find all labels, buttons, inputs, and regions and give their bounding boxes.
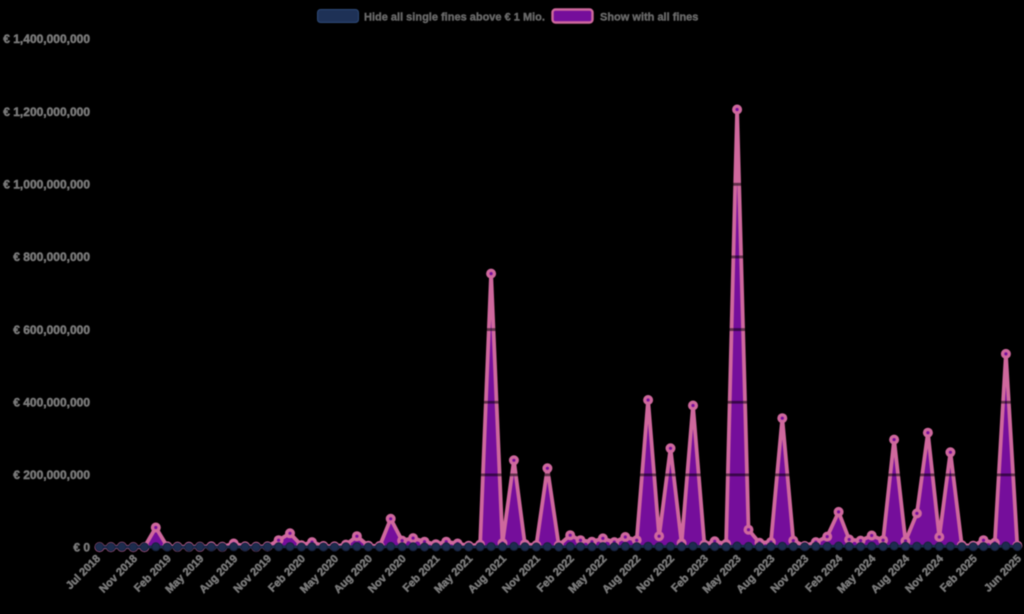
svg-text:€ 200,000,000: € 200,000,000	[13, 468, 90, 482]
svg-text:€ 1,000,000,000: € 1,000,000,000	[3, 178, 90, 192]
svg-text:Show with all fines: Show with all fines	[600, 11, 698, 23]
svg-text:€ 0: € 0	[73, 541, 90, 555]
svg-text:Hide all single fines above €: Hide all single fines above € 1 Mio.	[364, 11, 545, 23]
svg-text:€ 1,400,000,000: € 1,400,000,000	[3, 32, 90, 46]
svg-text:€ 400,000,000: € 400,000,000	[13, 395, 90, 409]
svg-text:€ 600,000,000: € 600,000,000	[13, 323, 90, 337]
svg-text:€ 800,000,000: € 800,000,000	[13, 250, 90, 264]
svg-text:€ 1,200,000,000: € 1,200,000,000	[3, 105, 90, 119]
